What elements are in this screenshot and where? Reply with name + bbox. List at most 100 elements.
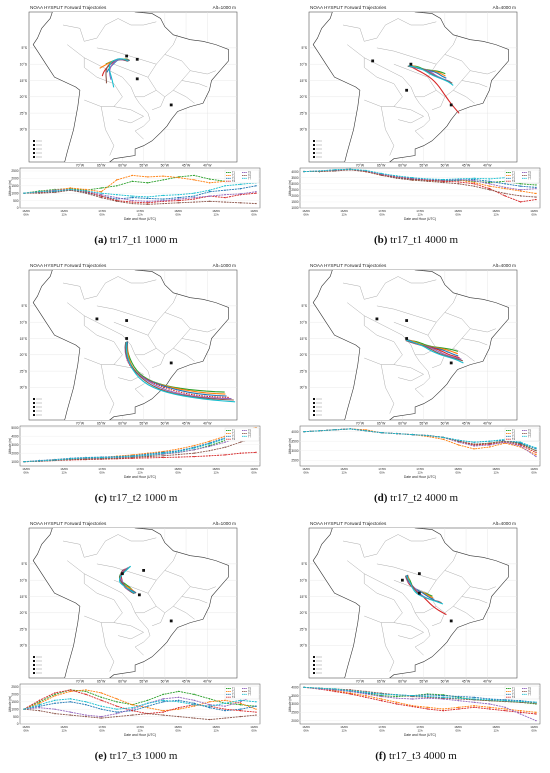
map-lon-tick: 45°W <box>462 680 471 684</box>
map-lat-tick: 15°S <box>300 337 308 341</box>
chart-x-tick: 18/09 <box>174 467 182 471</box>
map-lon-tick: 65°W <box>97 680 106 684</box>
state-border <box>147 312 191 356</box>
map-title: NOAA HYSPLIT Forward Trajectories <box>30 521 107 526</box>
chart-y-tick: 2500 <box>291 711 298 715</box>
altitude-series-point <box>85 192 87 194</box>
chart-x-tick: 17/09 <box>378 467 386 471</box>
map-lat-tick: 5°S <box>21 304 27 308</box>
chart-legend-label: T2 <box>232 431 236 435</box>
altitude-series-point <box>100 187 103 189</box>
chart-x-tick-hour: 00h <box>99 471 104 475</box>
altitude-series-point <box>239 701 242 703</box>
chart-x-tick: 18/09 <box>212 467 220 471</box>
altitude-series-point <box>519 185 522 187</box>
station-marker <box>120 572 124 576</box>
altitude-series-point <box>380 172 383 175</box>
map-lat-tick: 10°S <box>300 320 308 324</box>
altitude-chart: 1000200030004000500016/0906h16/0912h17/0… <box>8 425 261 479</box>
altitude-series-point <box>131 180 133 183</box>
chart-x-tick: 16/09 <box>302 725 310 729</box>
altitude-series-point <box>519 713 522 715</box>
map-content <box>29 12 237 162</box>
map-lat-tick: 10°S <box>20 578 28 582</box>
map-lon-tick: 40°W <box>483 422 492 426</box>
chart-legend-label: T1 <box>232 429 236 433</box>
altitude-series-point <box>38 709 41 712</box>
state-border <box>427 570 471 614</box>
trajectory-map: NOAA HYSPLIT Forward Trajectories Alt=100… <box>20 263 238 426</box>
altitude-series-point <box>519 445 522 447</box>
chart-y-tick: 0 <box>17 206 19 210</box>
altitude-series-line <box>23 708 257 721</box>
chart-y-label: Altitude (m) <box>8 696 12 712</box>
chart-x-tick-hour: 12h <box>137 471 142 475</box>
altitude-series-point <box>177 193 180 196</box>
chart-x-tick-hour: 12h <box>137 729 142 733</box>
station-marker <box>125 337 129 340</box>
trajectory-path <box>118 565 136 594</box>
altitude-series-point <box>427 694 429 696</box>
chart-legend-label: T3 <box>232 434 236 438</box>
altitude-series-point <box>177 699 180 701</box>
altitude-series-point <box>85 457 87 459</box>
altitude-series-point <box>208 195 211 197</box>
chart-x-tick-hour: 06h <box>303 213 308 217</box>
altitude-series-point <box>100 708 103 710</box>
altitude-series-point <box>100 195 103 197</box>
chart-legend-label: T4 <box>232 437 236 441</box>
altitude-series-line <box>303 168 537 183</box>
altitude-series-point <box>519 441 522 443</box>
altitude-series-point <box>411 176 413 179</box>
altitude-series-point <box>177 448 180 450</box>
station-marker <box>405 319 409 322</box>
altitude-series-point <box>427 695 429 698</box>
altitude-series-line <box>303 168 537 188</box>
state-border <box>62 18 157 42</box>
map-lon-tick: 45°W <box>182 422 191 426</box>
chart-y-tick: 3500 <box>291 176 298 180</box>
altitude-series-point <box>162 709 164 712</box>
state-border <box>342 18 437 42</box>
map-lat-tick: 20°S <box>20 95 28 99</box>
altitude-series-line <box>303 428 537 449</box>
altitude-series-point <box>411 698 413 700</box>
chart-y-tick: 1000 <box>291 206 298 210</box>
map-lon-tick: 45°W <box>182 680 191 684</box>
altitude-series-point <box>519 183 522 185</box>
caption-text: tr17_t2 1000 m <box>110 492 178 504</box>
chart-y-tick: 4000 <box>11 434 18 438</box>
altitude-series-point <box>488 185 491 187</box>
chart-legend-label: T7 <box>248 176 252 180</box>
map-lon-tick: 60°W <box>118 164 127 168</box>
altitude-series-point <box>488 189 491 191</box>
chart-x-tick-hour: 00h <box>455 213 460 217</box>
map-lon-tick: 65°W <box>97 164 106 168</box>
trajectory-path <box>406 339 464 364</box>
map-title: NOAA HYSPLIT Forward Trajectories <box>310 521 387 526</box>
chart-x-tick: 18/09 <box>454 725 462 729</box>
altitude-series-point <box>116 198 118 200</box>
altitude-series-point <box>224 201 226 203</box>
state-border <box>444 292 458 313</box>
chart-x-tick-hour: 00h <box>379 471 384 475</box>
caption-text: tr17_t2 4000 m <box>390 492 458 504</box>
altitude-series-point <box>116 715 118 718</box>
state-border <box>113 622 144 640</box>
chart-x-tick-hour: 12h <box>61 471 66 475</box>
altitude-series-point <box>147 707 149 709</box>
altitude-series-point <box>162 202 164 205</box>
chart-y-tick: 2000 <box>11 177 18 181</box>
altitude-series-point <box>442 709 444 712</box>
state-border <box>101 622 115 672</box>
altitude-series-point <box>208 189 211 191</box>
altitude-series-point <box>303 170 305 173</box>
altitude-series-point <box>193 447 195 449</box>
chart-x-tick: 16/09 <box>302 209 310 213</box>
chart-x-tick: 17/09 <box>416 467 424 471</box>
altitude-series-point <box>255 202 257 205</box>
chart-legend-label: T7 <box>248 692 252 696</box>
map-lon-tick: 40°W <box>203 164 212 168</box>
altitude-series-point <box>519 201 522 203</box>
altitude-series-point <box>535 447 537 449</box>
